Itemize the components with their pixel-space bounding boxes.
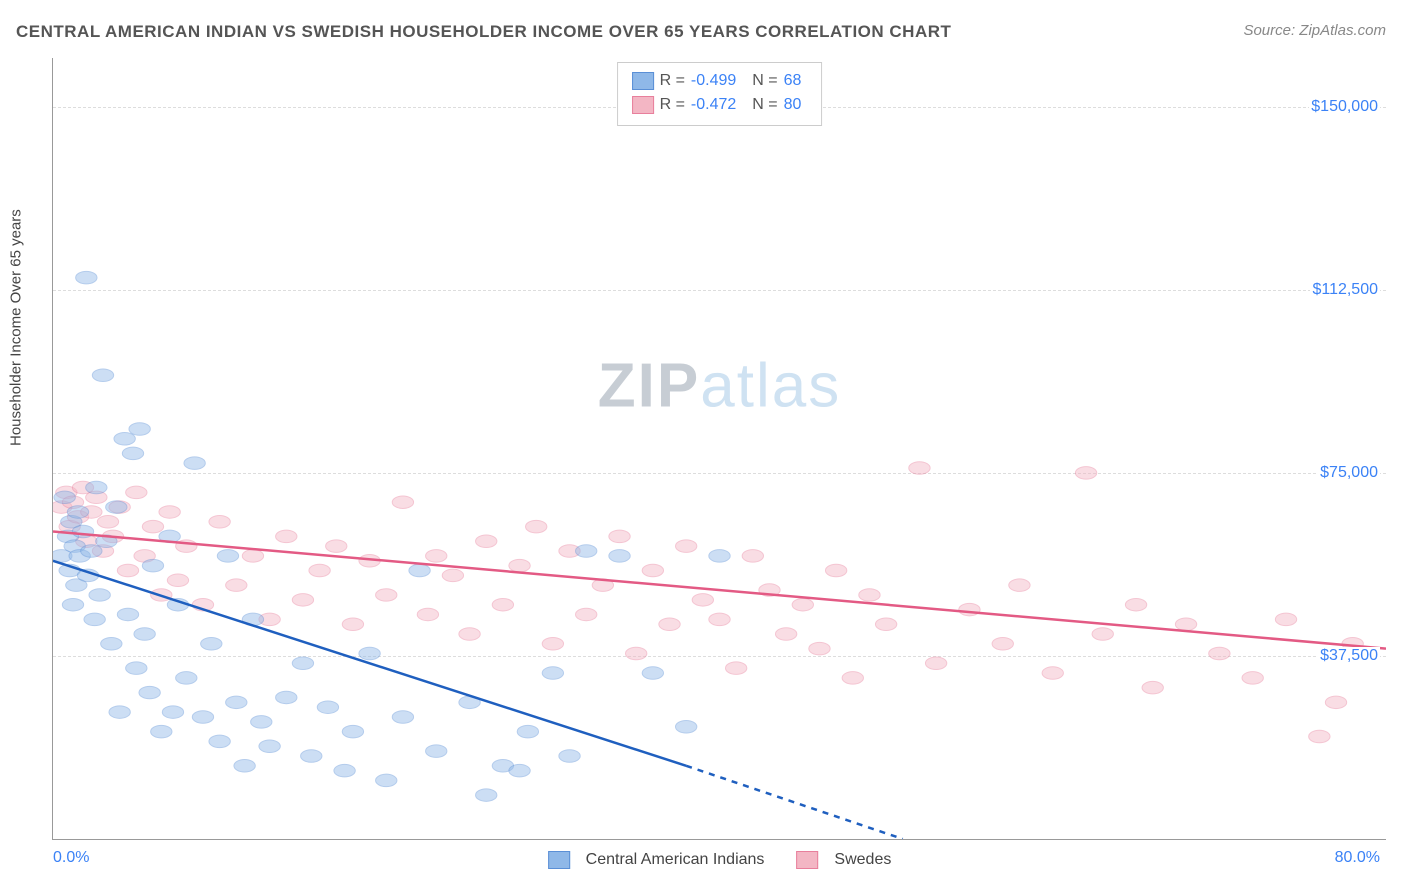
x-tick-max: 80.0% bbox=[1335, 849, 1380, 867]
correlation-row-pink: R =-0.472 N =80 bbox=[632, 93, 808, 117]
r-value-blue: -0.499 bbox=[691, 72, 736, 90]
n-value-blue: 68 bbox=[784, 72, 802, 90]
scatter-svg bbox=[53, 58, 1386, 839]
correlation-row-blue: R =-0.499 N =68 bbox=[632, 69, 808, 93]
y-tick-label: $150,000 bbox=[1309, 98, 1380, 116]
legend-item-pink: Swedes bbox=[796, 851, 891, 869]
chart-title: CENTRAL AMERICAN INDIAN VS SWEDISH HOUSE… bbox=[16, 22, 951, 42]
y-tick-label: $75,000 bbox=[1318, 464, 1380, 482]
r-value-pink: -0.472 bbox=[691, 96, 736, 114]
correlation-legend-box: R =-0.499 N =68 R =-0.472 N =80 bbox=[617, 62, 823, 126]
swatch-pink bbox=[632, 96, 654, 114]
swatch-blue bbox=[632, 72, 654, 90]
plot-area: ZIPatlas R =-0.499 N =68 R =-0.472 N =80… bbox=[52, 58, 1386, 840]
legend-swatch-blue bbox=[548, 851, 570, 869]
y-axis-label: Householder Income Over 65 years bbox=[8, 209, 25, 446]
x-tick-min: 0.0% bbox=[53, 849, 89, 867]
legend-item-blue: Central American Indians bbox=[548, 851, 765, 869]
y-tick-label: $37,500 bbox=[1318, 647, 1380, 665]
n-value-pink: 80 bbox=[784, 96, 802, 114]
source-credit: Source: ZipAtlas.com bbox=[1243, 22, 1386, 39]
y-tick-label: $112,500 bbox=[1310, 281, 1380, 299]
legend-label-blue: Central American Indians bbox=[586, 851, 765, 869]
series-legend: Central American Indians Swedes bbox=[548, 851, 892, 869]
legend-swatch-pink bbox=[796, 851, 818, 869]
legend-label-pink: Swedes bbox=[834, 851, 891, 869]
